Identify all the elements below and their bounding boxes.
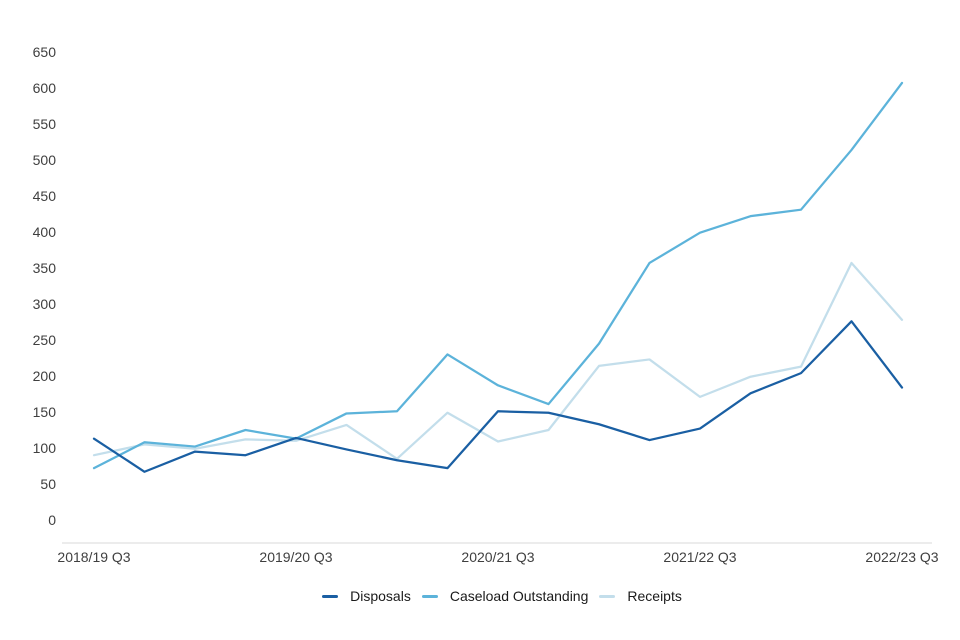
y-axis-tick-label: 200 xyxy=(33,368,57,384)
y-axis-tick-label: 600 xyxy=(33,80,57,96)
y-axis-tick-label: 100 xyxy=(33,440,57,456)
legend-label-disposals: Disposals xyxy=(350,588,411,604)
y-axis-tick-label: 150 xyxy=(33,404,57,420)
y-axis-tick-label: 550 xyxy=(33,116,57,132)
x-axis-tick-label: 2021/22 Q3 xyxy=(663,549,736,565)
legend-swatch-disposals-icon xyxy=(322,594,339,598)
legend-item-receipts[interactable]: Receipts xyxy=(599,586,682,606)
y-axis-tick-label: 50 xyxy=(40,476,56,492)
y-axis-tick-label: 350 xyxy=(33,260,57,276)
legend-item-caseload-outstanding[interactable]: Caseload Outstanding xyxy=(421,586,589,606)
chart-legend: Disposals Caseload Outstanding Receipts xyxy=(0,586,960,606)
legend-swatch-caseload-outstanding-icon xyxy=(421,594,438,598)
x-axis-tick-label: 2019/20 Q3 xyxy=(259,549,332,565)
legend-label-caseload-outstanding: Caseload Outstanding xyxy=(449,588,589,604)
y-axis-tick-label: 450 xyxy=(33,188,57,204)
x-axis-tick-label: 2018/19 Q3 xyxy=(57,549,130,565)
y-axis-tick-label: 0 xyxy=(48,512,56,528)
y-axis-tick-label: 400 xyxy=(33,224,57,240)
legend-item-disposals[interactable]: Disposals xyxy=(322,586,411,606)
series-line-receipts xyxy=(92,261,904,460)
series-line-caseload-outstanding xyxy=(92,81,904,470)
series-line-disposals xyxy=(92,320,904,473)
y-axis-tick-label: 650 xyxy=(33,44,57,60)
legend-swatch-receipts-icon xyxy=(599,594,616,598)
x-axis-tick-label: 2020/21 Q3 xyxy=(461,549,534,565)
legend-label-receipts: Receipts xyxy=(627,588,682,604)
x-axis-tick-label: 2022/23 Q3 xyxy=(865,549,938,565)
y-axis-tick-label: 250 xyxy=(33,332,57,348)
y-axis-tick-label: 300 xyxy=(33,296,57,312)
y-axis-tick-label: 500 xyxy=(33,152,57,168)
